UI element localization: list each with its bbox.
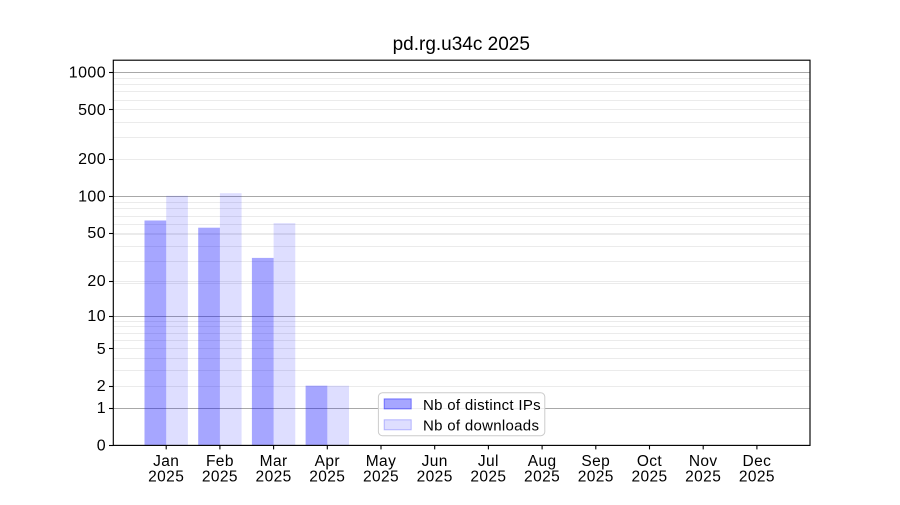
svg-text:5: 5 [97,341,106,358]
svg-text:2025: 2025 [631,469,667,486]
svg-text:May: May [366,453,396,470]
svg-text:2025: 2025 [202,469,238,486]
svg-text:Aug: Aug [528,453,557,470]
svg-text:1000: 1000 [69,65,106,82]
svg-text:Jan: Jan [153,453,179,470]
svg-text:20: 20 [87,273,106,290]
svg-text:50: 50 [87,225,106,242]
svg-text:2025: 2025 [256,469,292,486]
svg-text:Dec: Dec [743,453,772,470]
svg-text:2025: 2025 [685,469,721,486]
svg-text:2025: 2025 [578,469,614,486]
svg-text:0: 0 [97,438,106,455]
svg-text:pd.rg.u34c 2025: pd.rg.u34c 2025 [393,34,530,55]
svg-text:2025: 2025 [309,469,345,486]
svg-text:Sep: Sep [581,453,610,470]
svg-text:Mar: Mar [260,453,288,470]
svg-text:2025: 2025 [363,469,399,486]
svg-text:Jul: Jul [478,453,499,470]
svg-text:Oct: Oct [637,453,663,470]
svg-text:2025: 2025 [417,469,453,486]
svg-text:2025: 2025 [524,469,560,486]
svg-text:2025: 2025 [148,469,184,486]
svg-text:Apr: Apr [315,453,340,470]
svg-text:Feb: Feb [206,453,234,470]
svg-text:Nb of distinct IPs: Nb of distinct IPs [423,397,541,414]
svg-text:1: 1 [97,400,106,417]
svg-text:10: 10 [87,308,106,325]
svg-text:Jun: Jun [422,453,448,470]
svg-text:Nov: Nov [689,453,718,470]
svg-text:2025: 2025 [739,469,775,486]
svg-text:Nb of downloads: Nb of downloads [423,418,539,435]
svg-text:200: 200 [78,151,106,168]
svg-text:500: 500 [78,102,106,119]
svg-text:2: 2 [97,378,106,395]
svg-text:100: 100 [78,188,106,205]
svg-text:2025: 2025 [470,469,506,486]
